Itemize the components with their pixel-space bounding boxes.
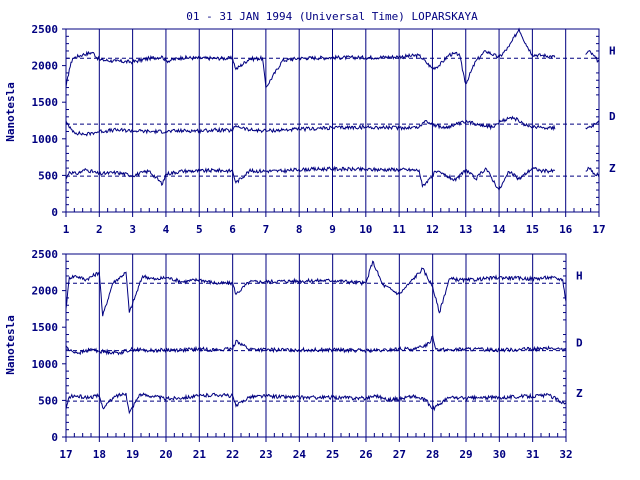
chart-title: 01 - 31 JAN 1994 (Universal Time) LOPARS… bbox=[186, 10, 478, 23]
x-tick-label: 8 bbox=[296, 223, 303, 236]
y-tick-label: 1000 bbox=[32, 358, 59, 371]
series-line-z bbox=[65, 165, 556, 192]
top-panel: 1 2 3 4 5 6 7 8 9 10 11 12 13 14 15 16 17050010001500200… bbox=[4, 23, 616, 236]
series-line-d bbox=[585, 120, 600, 130]
x-tick-label: 21 bbox=[193, 448, 207, 461]
x-tick-label: 12 bbox=[426, 223, 439, 236]
y-tick-label: 1500 bbox=[32, 321, 59, 334]
x-tick-label: 29 bbox=[459, 448, 472, 461]
bottom-panel: 17 18 19 20 21 22 23 24 25 26 27 28 29 30 31 32 0 500 1000… bbox=[4, 248, 583, 461]
x-tick-label: 3 bbox=[129, 223, 136, 236]
x-tick-label: 18 bbox=[93, 448, 106, 461]
x-tick-label: 9 bbox=[329, 223, 336, 236]
x-tick-label: 19 bbox=[126, 448, 139, 461]
x-tick-label: 30 bbox=[493, 448, 506, 461]
series-line-d bbox=[65, 335, 567, 356]
x-tick-label: 14 bbox=[492, 223, 506, 236]
x-tick-label: 15 bbox=[526, 223, 539, 236]
x-tick-label: 17 bbox=[592, 223, 605, 236]
y-axis-label: Nanotesla bbox=[4, 82, 17, 142]
x-tick-label: 11 bbox=[393, 223, 407, 236]
x-tick-label: 32 bbox=[559, 448, 572, 461]
series-label-z: Z bbox=[609, 162, 616, 175]
x-tick-label: 17 bbox=[59, 448, 72, 461]
series-line-h bbox=[65, 27, 556, 90]
x-tick-label: 28 bbox=[426, 448, 439, 461]
x-tick-label: 22 bbox=[226, 448, 239, 461]
x-tick-label: 25 bbox=[326, 448, 339, 461]
x-tick-label: 13 bbox=[459, 223, 472, 236]
y-tick-label: 1000 bbox=[32, 133, 59, 146]
x-tick-label: 7 bbox=[263, 223, 270, 236]
x-tick-label: 5 bbox=[196, 223, 203, 236]
x-tick-label: 20 bbox=[159, 448, 172, 461]
series-label-d: D bbox=[576, 337, 583, 350]
series-label-d: D bbox=[609, 110, 616, 123]
series-line-z bbox=[585, 166, 600, 177]
y-tick-label: 0 bbox=[51, 206, 58, 219]
x-tick-label: 6 bbox=[229, 223, 236, 236]
y-tick-label: 2000 bbox=[32, 285, 59, 298]
y-tick-label: 500 bbox=[38, 169, 58, 182]
x-tick-label: 23 bbox=[259, 448, 272, 461]
x-tick-label: 16 bbox=[559, 223, 573, 236]
y-axis-label: Nanotesla bbox=[4, 315, 17, 375]
x-tick-label: 24 bbox=[293, 448, 307, 461]
y-tick-label: 0 bbox=[51, 431, 58, 444]
y-tick-label: 2500 bbox=[32, 248, 59, 261]
series-label-z: Z bbox=[576, 387, 583, 400]
series-line-z bbox=[65, 392, 567, 415]
x-tick-label: 2 bbox=[96, 223, 103, 236]
x-tick-label: 4 bbox=[163, 223, 170, 236]
y-tick-label: 2000 bbox=[32, 60, 59, 73]
series-line-h bbox=[65, 260, 567, 317]
x-tick-label: 1 bbox=[63, 223, 70, 236]
x-tick-label: 27 bbox=[393, 448, 406, 461]
x-tick-label: 26 bbox=[359, 448, 373, 461]
series-label-h: H bbox=[609, 44, 616, 57]
y-tick-label: 1500 bbox=[32, 96, 59, 109]
series-label-h: H bbox=[576, 269, 583, 282]
series-line-d bbox=[65, 115, 556, 137]
x-tick-label: 31 bbox=[526, 448, 540, 461]
y-tick-label: 500 bbox=[38, 394, 58, 407]
y-tick-label: 2500 bbox=[32, 23, 59, 36]
x-tick-label: 10 bbox=[359, 223, 372, 236]
series-line-h bbox=[585, 49, 600, 63]
